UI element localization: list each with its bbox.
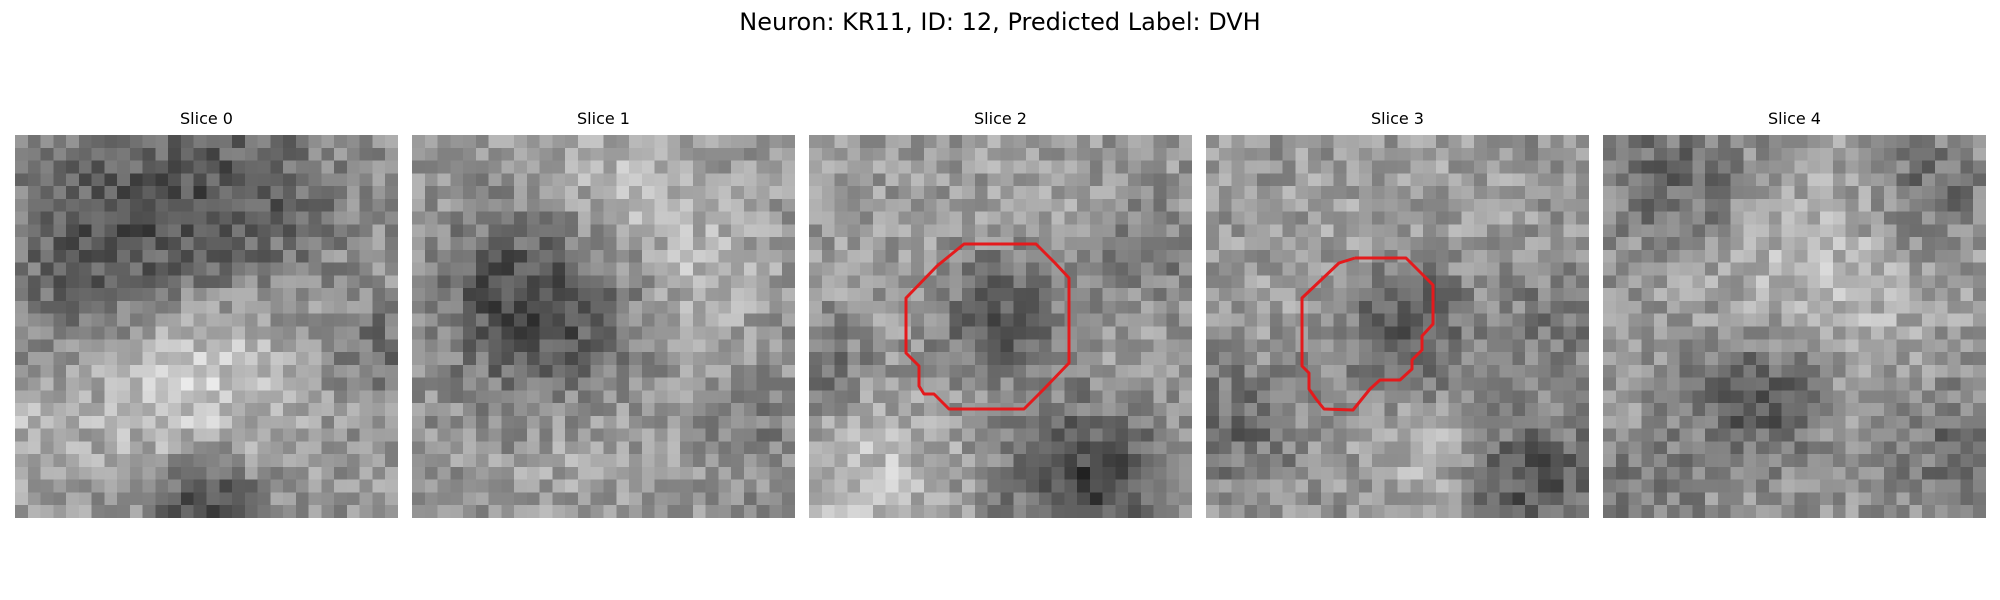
roi-overlay <box>1206 135 1589 518</box>
slice-image <box>15 135 398 518</box>
grayscale-image <box>412 135 795 518</box>
slice-image <box>1206 135 1589 518</box>
grayscale-image <box>15 135 398 518</box>
grayscale-image <box>1603 135 1986 518</box>
figure-title: Neuron: KR11, ID: 12, Predicted Label: D… <box>0 6 2000 38</box>
slice-image <box>412 135 795 518</box>
slice-title: Slice 1 <box>412 108 795 130</box>
slice-image <box>809 135 1192 518</box>
slice-image <box>1603 135 1986 518</box>
slice-title: Slice 4 <box>1603 108 1986 130</box>
slice-title: Slice 2 <box>809 108 1192 130</box>
slice-title: Slice 0 <box>15 108 398 130</box>
slice-title: Slice 3 <box>1206 108 1589 130</box>
roi-overlay <box>809 135 1192 518</box>
roi-outline <box>906 244 1069 409</box>
roi-outline <box>1302 258 1433 410</box>
